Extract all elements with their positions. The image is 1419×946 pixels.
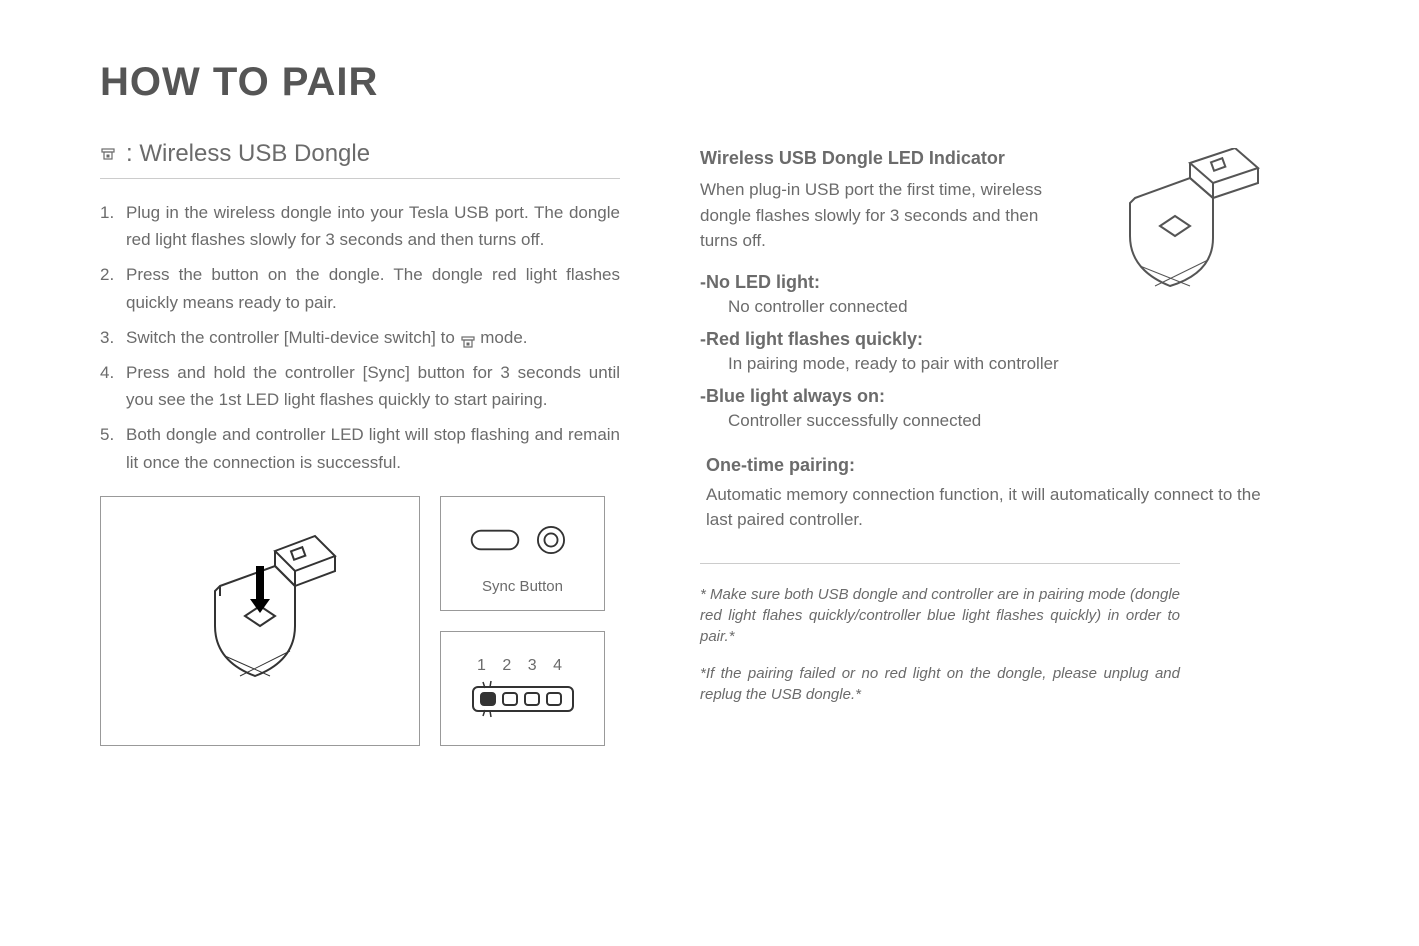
step-number: 1. <box>100 199 126 253</box>
dongle-diagram-large <box>100 496 420 746</box>
right-top-row: Wireless USB Dongle LED Indicator When p… <box>700 148 1280 329</box>
dongle-mode-icon <box>100 146 116 162</box>
one-time-pairing-section: One-time pairing: Automatic memory conne… <box>700 455 1280 533</box>
led-indicator-heading: Wireless USB Dongle LED Indicator <box>700 148 1060 169</box>
step-3: 3. Switch the controller [Multi-device s… <box>100 324 620 351</box>
indicator-blue-on: -Blue light always on: Controller succes… <box>700 386 1280 431</box>
step-number: 3. <box>100 324 126 351</box>
step-text: Press and hold the controller [Sync] but… <box>126 359 620 413</box>
page-title: HOW TO PAIR <box>100 60 1319 105</box>
steps-list: 1. Plug in the wireless dongle into your… <box>100 199 620 476</box>
step-text: Both dongle and controller LED light wil… <box>126 421 620 475</box>
indicator-desc: No controller connected <box>700 297 1060 317</box>
step-number: 4. <box>100 359 126 413</box>
footnote-2: *If the pairing failed or no red light o… <box>700 663 1180 705</box>
dongle-mode-icon-inline <box>460 331 476 347</box>
step-text: Press the button on the dongle. The dong… <box>126 261 620 315</box>
one-time-label: One-time pairing: <box>700 455 1280 476</box>
left-column: : Wireless USB Dongle 1. Plug in the wir… <box>100 140 620 746</box>
one-time-desc: Automatic memory connection function, it… <box>700 482 1280 533</box>
diagram-right-stack: Sync Button 1 2 3 4 <box>440 496 605 746</box>
led-numbers: 1 2 3 4 <box>477 657 568 675</box>
content-columns: : Wireless USB Dongle 1. Plug in the wir… <box>100 140 1319 746</box>
diagram-row: Sync Button 1 2 3 4 <box>100 496 620 746</box>
right-column: Wireless USB Dongle LED Indicator When p… <box>700 140 1280 746</box>
step-text: Plug in the wireless dongle into your Te… <box>126 199 620 253</box>
step-2: 2. Press the button on the dongle. The d… <box>100 261 620 315</box>
step-text-after: mode. <box>480 328 527 347</box>
divider <box>700 563 1180 564</box>
led-intro-text: When plug-in USB port the first time, wi… <box>700 177 1060 254</box>
sync-button-diagram: Sync Button <box>440 496 605 611</box>
step-number: 2. <box>100 261 126 315</box>
indicator-label: -No LED light: <box>700 272 1060 293</box>
dongle-illustration-right <box>1090 148 1270 329</box>
step-4: 4. Press and hold the controller [Sync] … <box>100 359 620 413</box>
step-text: Switch the controller [Multi-device swit… <box>126 324 620 351</box>
indicator-label: -Red light flashes quickly: <box>700 329 1280 350</box>
subtitle-row: : Wireless USB Dongle <box>100 140 620 179</box>
indicator-label: -Blue light always on: <box>700 386 1280 407</box>
step-1: 1. Plug in the wireless dongle into your… <box>100 199 620 253</box>
step-text-before: Switch the controller [Multi-device swit… <box>126 328 460 347</box>
indicator-red-flash: -Red light flashes quickly: In pairing m… <box>700 329 1280 374</box>
step-5: 5. Both dongle and controller LED light … <box>100 421 620 475</box>
indicator-desc: In pairing mode, ready to pair with cont… <box>700 354 1280 374</box>
indicator-no-led: -No LED light: No controller connected <box>700 272 1060 317</box>
sync-button-label: Sync Button <box>482 578 563 595</box>
step-number: 5. <box>100 421 126 475</box>
led-indicator-diagram: 1 2 3 4 <box>440 631 605 746</box>
subtitle-text: : Wireless USB Dongle <box>126 140 370 168</box>
footnote-1: * Make sure both USB dongle and controll… <box>700 584 1180 647</box>
indicator-desc: Controller successfully connected <box>700 411 1280 431</box>
right-top-text: Wireless USB Dongle LED Indicator When p… <box>700 148 1060 329</box>
